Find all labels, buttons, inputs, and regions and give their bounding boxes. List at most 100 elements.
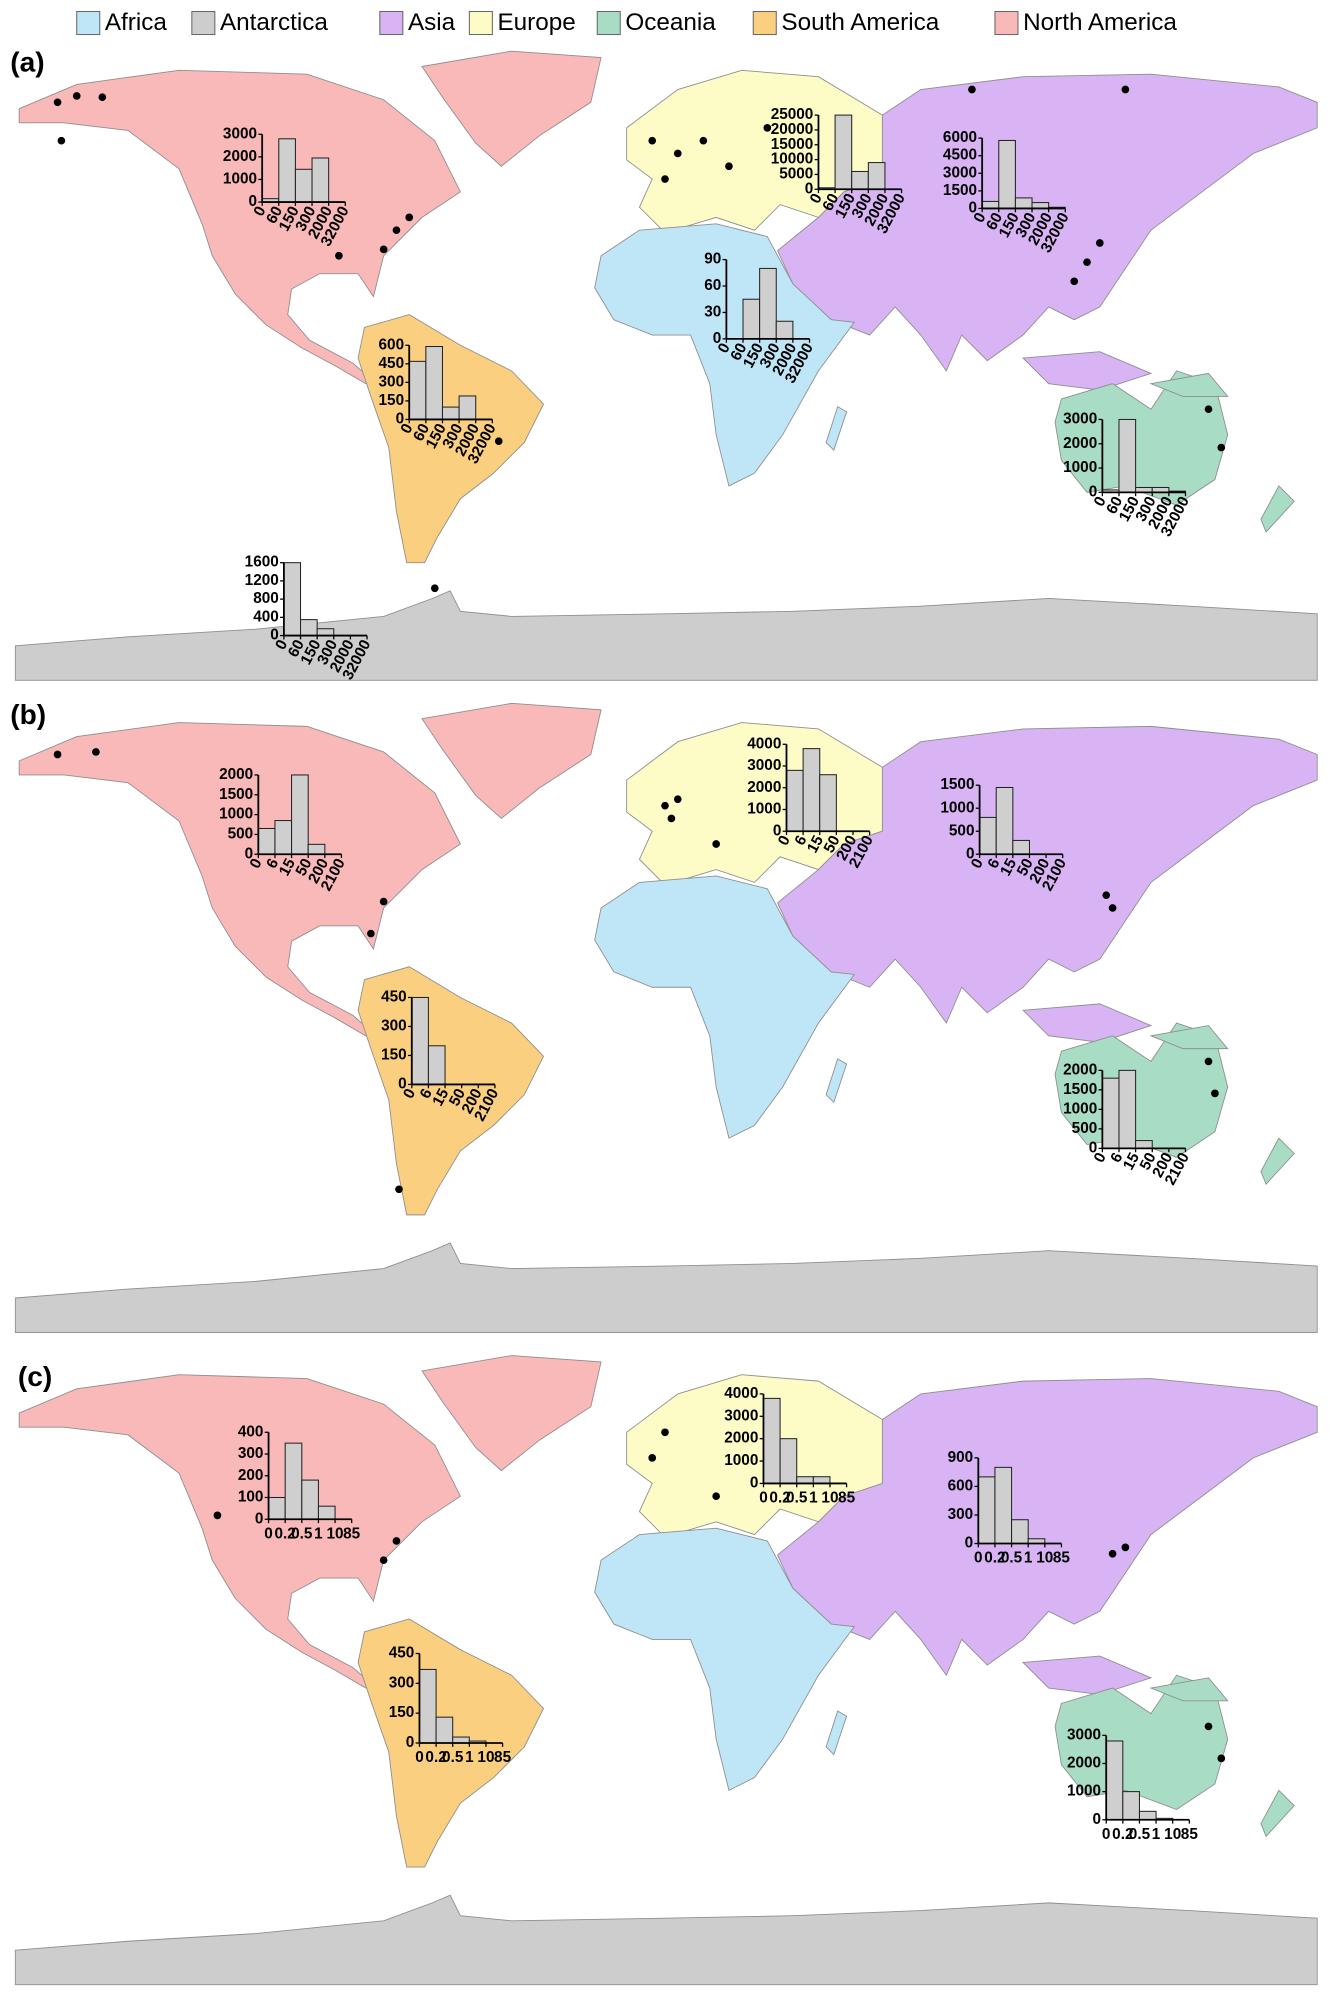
x-tick-label: 0.2 [984,1550,1005,1567]
x-tick-label: 1 [1024,1550,1033,1567]
x-tick-label: 50 [293,856,316,879]
x-tick-label: 0.2 [275,1525,296,1542]
bar [311,157,330,203]
bar [1118,418,1137,493]
y-tick-label: 3000 [1063,410,1097,427]
bar [977,1476,996,1545]
y-tick-label: 0 [805,180,814,197]
y-tick-label: 1000 [1063,459,1097,476]
y-tick-label: 1500 [943,182,977,199]
bar [759,267,777,340]
y-tick-label: 25000 [771,106,814,123]
y-tick-label: 15000 [771,136,814,153]
bar [1135,1140,1153,1149]
bar [994,1466,1013,1545]
y-tick-label: 10000 [771,151,814,168]
bar [427,1045,446,1085]
y-tick-label: 1000 [724,1452,758,1469]
x-tick-label: 0.5 [291,1525,313,1542]
bar [274,820,293,855]
bar [796,1476,814,1484]
legend-label: North America [1023,9,1177,36]
bar [301,1479,319,1520]
bar [317,1505,336,1520]
bar [762,1397,781,1484]
y-tick-label: 3000 [223,125,257,142]
x-tick-label: 60 [410,421,433,444]
y-tick-label: 0 [406,1734,415,1751]
x-tick-label: 60 [727,340,750,363]
bar [851,170,869,190]
y-tick-label: 0 [713,330,722,347]
bar [257,827,276,855]
y-tick-label: 0 [1093,1811,1102,1828]
bar [1012,839,1030,855]
x-tick-label: 0 [1102,1826,1111,1843]
bar [834,114,853,190]
x-tick-label: 1 [465,1749,474,1766]
y-tick-label: 1000 [1063,1100,1097,1117]
y-tick-label: 0 [969,199,978,216]
y-tick-label: 0 [396,410,405,427]
bar [284,1442,303,1520]
y-tick-label: 3000 [747,757,781,774]
bar [779,1438,798,1484]
x-tick-label: 0 [974,1550,983,1567]
legend: Africa Antarctica Asia Europe Oceania South A… [76,9,1177,36]
y-tick-label: 150 [381,1046,407,1063]
x-tick-label: 1 [1152,1826,1161,1843]
bar [441,406,460,420]
y-tick-label: 600 [379,336,405,353]
bar [802,748,821,832]
legend-swatch [596,10,621,36]
y-tick-label: 400 [253,608,279,625]
x-tick-label: 15 [997,855,1020,878]
legend-label: Oceania [625,9,716,36]
bar [408,360,427,420]
x-tick-label: 0.5 [1129,1826,1151,1843]
x-tick-label: 50 [446,1086,469,1109]
legend-swatch [379,10,404,36]
legend-label: South America [781,9,939,36]
bar [995,786,1014,855]
bar [1105,1740,1124,1821]
y-tick-label: 4000 [724,1385,758,1402]
y-tick-label: 0 [750,1474,759,1491]
legend-label: Europe [497,9,575,36]
panel-label: (a) [10,47,44,78]
legend-label: Antarctica [220,9,328,36]
y-tick-label: 1200 [245,572,279,589]
y-tick-label: 3000 [1067,1726,1101,1743]
occurrence-points [53,748,1219,1194]
x-tick-label: 0 [264,1525,273,1542]
y-tick-label: 0 [1089,483,1098,500]
y-tick-label: 60 [704,277,721,294]
x-tick-label: 0.2 [1112,1826,1133,1843]
y-tick-label: 20000 [771,121,814,138]
y-tick-label: 0 [255,1510,264,1527]
bar [742,298,761,340]
y-tick-label: 100 [238,1489,264,1506]
y-tick-label: 1000 [223,171,257,188]
legend-swatch [468,10,493,36]
y-tick-label: 0 [398,1075,407,1092]
x-tick-label: 60 [1103,494,1126,517]
bar [1122,1791,1140,1821]
y-tick-label: 90 [704,251,721,268]
y-tick-label: 1000 [747,801,781,818]
x-tick-label: 15 [804,832,827,855]
y-tick-label: 6000 [943,129,977,146]
y-tick-label: 2000 [747,779,781,796]
y-tick-label: 2000 [1063,1061,1097,1078]
y-tick-label: 500 [228,825,254,842]
bar [294,168,313,203]
bar [981,200,1000,209]
x-tick-label: 60 [983,210,1006,233]
